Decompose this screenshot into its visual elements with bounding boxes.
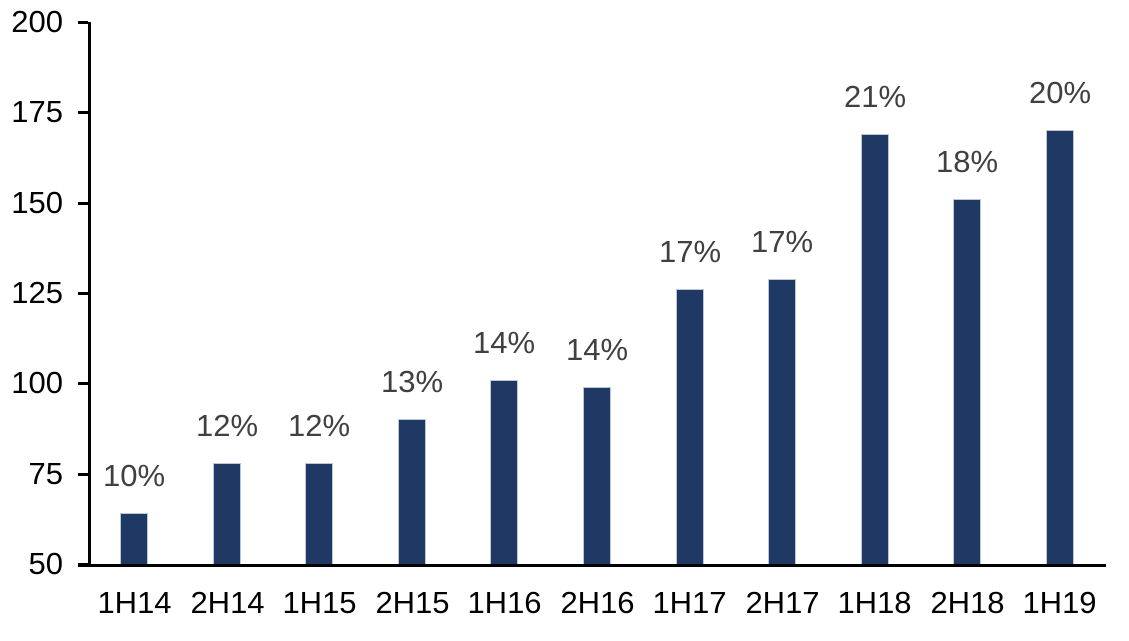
- x-axis-label: 2H14: [190, 585, 265, 620]
- bar: [861, 134, 889, 564]
- y-tick-mark: [78, 202, 88, 205]
- y-axis-label: 200: [11, 4, 63, 39]
- bar-value-label: 13%: [380, 364, 444, 399]
- bar-value-label: 12%: [287, 408, 351, 443]
- bar-value-label: 12%: [195, 408, 259, 443]
- bar: [398, 419, 426, 564]
- x-axis-label: 2H15: [375, 585, 450, 620]
- bar-value-label: 17%: [750, 224, 814, 259]
- bar-value-label: 17%: [658, 234, 722, 269]
- y-axis-label: 150: [11, 185, 63, 220]
- bar: [213, 463, 241, 564]
- bar: [120, 513, 148, 564]
- x-axis-label: 1H14: [97, 585, 172, 620]
- y-tick-mark: [78, 382, 88, 385]
- bar-value-label: 18%: [935, 144, 999, 179]
- y-tick-mark: [78, 473, 88, 476]
- y-axis-label: 175: [11, 94, 63, 129]
- y-tick-mark: [78, 292, 88, 295]
- bar-value-label: 20%: [1028, 75, 1092, 110]
- x-axis-label: 1H17: [652, 585, 727, 620]
- bar-value-label: 21%: [843, 79, 907, 114]
- bar: [768, 279, 796, 564]
- x-axis-label: 2H17: [745, 585, 820, 620]
- bar: [490, 380, 518, 564]
- bar-value-label: 10%: [102, 458, 166, 493]
- x-axis-label: 1H15: [282, 585, 357, 620]
- y-tick-mark: [78, 21, 88, 24]
- y-axis-label: 75: [28, 456, 63, 491]
- x-axis-label: 1H19: [1022, 585, 1097, 620]
- y-tick-mark: [78, 563, 88, 566]
- x-axis-label: 1H18: [837, 585, 912, 620]
- bar: [1046, 130, 1074, 564]
- y-axis-label: 100: [11, 365, 63, 400]
- bar-value-label: 14%: [472, 325, 536, 360]
- y-axis-line: [88, 22, 91, 567]
- x-axis-label: 2H18: [930, 585, 1005, 620]
- bar: [953, 199, 981, 564]
- bar: [305, 463, 333, 564]
- bar-value-label: 14%: [565, 332, 629, 367]
- bar: [676, 289, 704, 564]
- x-axis-label: 2H16: [560, 585, 635, 620]
- bar: [583, 387, 611, 564]
- x-axis-line: [78, 564, 1106, 567]
- y-tick-mark: [78, 111, 88, 114]
- y-axis-label: 50: [28, 546, 63, 581]
- y-axis-label: 125: [11, 275, 63, 310]
- x-axis-label: 1H16: [467, 585, 542, 620]
